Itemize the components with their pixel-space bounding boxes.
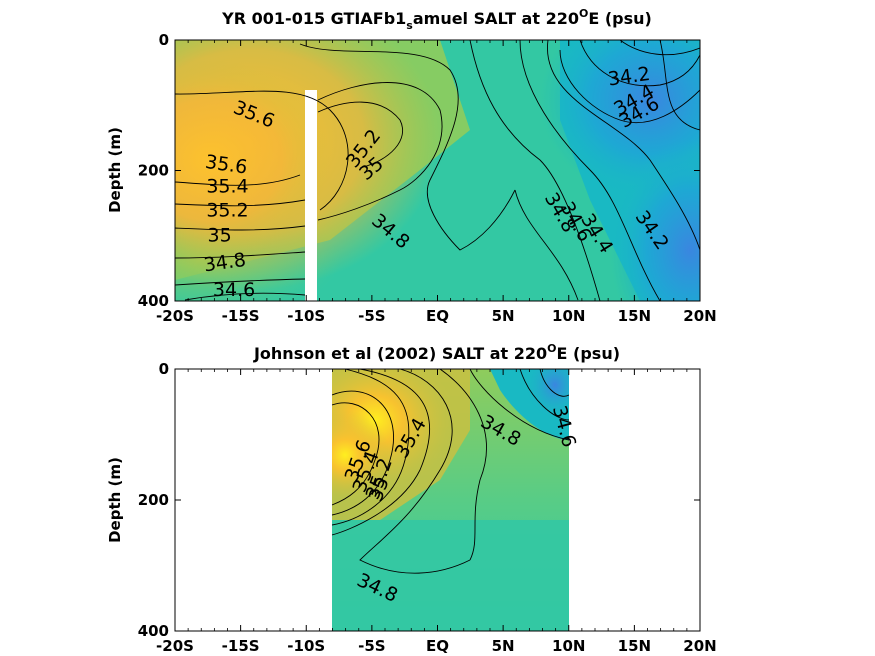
panel-2-y-label: Depth (m): [106, 457, 124, 543]
contour-label: 35: [208, 224, 232, 246]
contour-line: [175, 174, 301, 186]
contour-line: [175, 278, 306, 286]
panel-2-contours: [332, 369, 569, 574]
y-tick-label: 200: [138, 491, 169, 509]
contour-label: 35.4: [206, 175, 248, 197]
contour-line: [299, 43, 516, 251]
contour-line: [332, 369, 410, 526]
missing-band: [305, 90, 317, 301]
x-tick-label: 10N: [552, 637, 585, 655]
x-tick-label: -5S: [358, 637, 385, 655]
y-tick-label: 0: [159, 360, 169, 378]
x-tick-label: -20S: [156, 307, 194, 325]
x-tick-label: 10N: [552, 307, 585, 325]
x-tick-label: -10S: [287, 307, 325, 325]
contour-line: [659, 40, 700, 131]
contour-line: [359, 369, 471, 574]
contour-line: [539, 369, 569, 397]
field-salty-peak: [332, 410, 390, 500]
contour-label: 34.6: [213, 279, 255, 301]
contour-line: [317, 101, 404, 169]
panel-1: YR 001-015 GTIAFb1samuel SALT at 220OE (…: [106, 7, 717, 325]
x-tick-label: EQ: [426, 637, 449, 655]
x-tick-label: EQ: [426, 307, 449, 325]
x-tick-label: 15N: [618, 307, 651, 325]
contour-line: [519, 40, 661, 301]
x-tick-label: 20N: [683, 637, 716, 655]
field-fresh-core-2: [610, 140, 700, 301]
field-fresh-core: [525, 369, 569, 420]
contour-line: [559, 49, 700, 124]
panel-1-axes: -20S -15S -10S -5S EQ 5N 10N 15N 20N 0 200 400: [138, 31, 717, 325]
contour-line: [175, 251, 306, 259]
panel-2: Johnson et al (2002) SALT at 220OE (psu): [106, 342, 717, 655]
contour-line: [469, 369, 569, 441]
contour-line: [175, 199, 306, 207]
contour-line: [175, 225, 306, 231]
field-deep: [332, 520, 569, 631]
y-tick-label: 400: [138, 622, 169, 640]
panel-1-contours: [175, 40, 700, 301]
panel-2-field: [332, 369, 569, 631]
panel-1-field: [175, 40, 700, 301]
contour-line: [469, 40, 601, 301]
contour-line: [519, 369, 569, 421]
y-tick-label: 200: [138, 162, 169, 180]
contour-line: [332, 402, 380, 506]
panel-1-title: YR 001-015 GTIAFb1samuel SALT at 220OE (…: [221, 7, 652, 32]
x-tick-label: -15S: [222, 637, 260, 655]
contour-line: [317, 82, 443, 221]
contour-line: [332, 369, 430, 536]
panel-2-title: Johnson et al (2002) SALT at 220OE (psu): [253, 342, 620, 363]
x-tick-label: -20S: [156, 637, 194, 655]
x-tick-label: 15N: [618, 637, 651, 655]
x-tick-label: 20N: [683, 307, 716, 325]
contour-label: 35.2: [206, 199, 248, 221]
x-tick-label: 5N: [492, 307, 515, 325]
contour-line: [184, 292, 306, 301]
contour-line: [439, 369, 487, 561]
x-tick-label: -5S: [358, 307, 385, 325]
contour-line: [175, 90, 349, 211]
contour-line: [514, 189, 579, 301]
panel-2-axes: -20S -15S -10S -5S EQ 5N 10N 15N 20N 0 200 400: [138, 360, 717, 655]
contour-line: [332, 390, 394, 516]
contour-line: [547, 40, 700, 251]
panel-1-y-label: Depth (m): [106, 127, 124, 213]
x-tick-label: 5N: [492, 637, 515, 655]
y-tick-label: 0: [159, 31, 169, 49]
x-tick-label: -10S: [287, 637, 325, 655]
x-tick-label: -15S: [222, 307, 260, 325]
field-salty-core-2: [175, 60, 330, 260]
y-tick-label: 400: [138, 292, 169, 310]
contour-line: [579, 40, 700, 87]
contour-line: [619, 40, 700, 56]
